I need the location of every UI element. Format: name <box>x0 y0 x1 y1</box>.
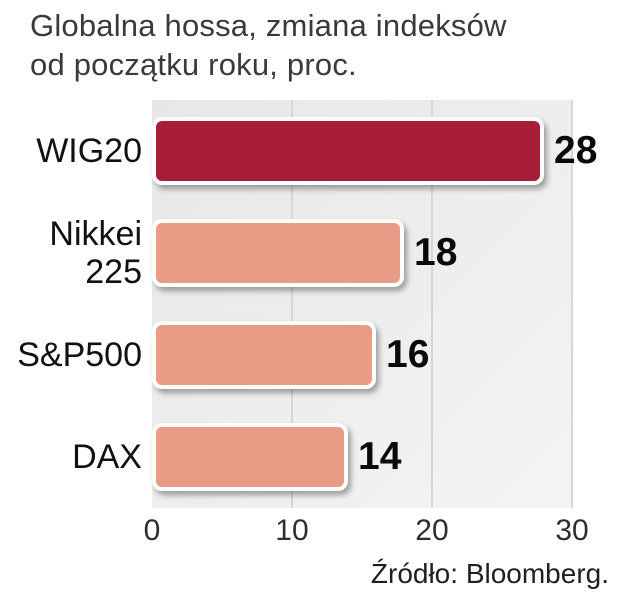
category-label-nikkei-225: Nikkei 225 <box>49 214 142 291</box>
chart-rows: WIG20 28 Nikkei 225 18 S&P500 16 DAX 14 <box>0 100 597 508</box>
bar-track: 14 <box>152 406 572 508</box>
x-tick-label: 0 <box>143 514 161 547</box>
bar-track: 18 <box>152 202 572 304</box>
chart-row: DAX 14 <box>0 406 572 508</box>
x-tick-label: 10 <box>275 514 309 547</box>
chart-title: Globalna hossa, zmiana indeksów od począ… <box>30 6 507 84</box>
category-label-wig20: WIG20 <box>36 131 142 170</box>
x-tick-label: 20 <box>415 514 449 547</box>
bar-wig20 <box>152 117 544 185</box>
value-label: 18 <box>414 231 458 274</box>
value-label: 16 <box>386 333 430 376</box>
x-tick-label: 30 <box>555 514 589 547</box>
category-label-dax: DAX <box>72 437 142 476</box>
bar-nikkei-225 <box>152 219 404 287</box>
x-axis: 0 10 20 30 <box>144 514 589 550</box>
gridline <box>290 100 293 508</box>
gridline <box>571 100 573 508</box>
chart-title-line1: Globalna hossa, zmiana indeksów <box>30 8 507 43</box>
chart-title-line2: od początku roku, proc. <box>30 47 357 83</box>
chart-row: S&P500 16 <box>0 304 572 406</box>
value-label: 28 <box>554 129 598 172</box>
chart-row: Nikkei 225 18 <box>0 202 572 304</box>
chart-row: WIG20 28 <box>0 100 597 202</box>
bar-dax <box>152 423 348 491</box>
bar-track: 16 <box>152 304 572 406</box>
gridline <box>430 100 433 508</box>
source-note: Źródło: Bloomberg. <box>370 558 609 589</box>
bar-track: 28 <box>152 100 597 202</box>
category-label-s-p500: S&P500 <box>17 335 142 374</box>
bar-s-p500 <box>152 321 376 389</box>
value-label: 14 <box>358 435 402 478</box>
